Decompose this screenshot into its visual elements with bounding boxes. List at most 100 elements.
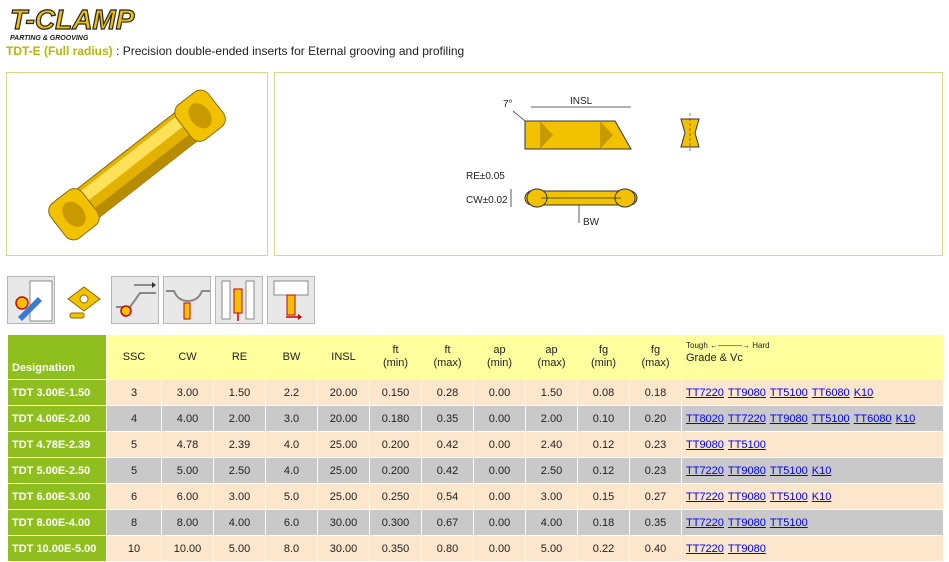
fg-max-cell: 0.35 (629, 509, 682, 536)
header-cw: CW (161, 334, 214, 380)
designation-cell: TDT 5.00E-2.50 (7, 457, 107, 484)
grades-cell: TT9080 TT5100 (681, 431, 944, 458)
cw-cell: 10.00 (161, 535, 214, 562)
re-cell: 4.00 (213, 509, 266, 536)
header-re: RE (213, 334, 266, 380)
fg-min-cell: 0.22 (577, 535, 630, 562)
angle-label: 7° (503, 99, 513, 110)
grade-link[interactable]: TT9080 (727, 516, 766, 529)
grade-link[interactable]: TT7220 (686, 386, 724, 399)
ft-min-cell: 0.250 (369, 483, 422, 510)
insert-spec-table: Designation SSC CW RE BW INSL ft (min) f… (7, 334, 944, 562)
bw-cell: 6.0 (265, 509, 318, 536)
ssc-cell: 8 (106, 509, 162, 536)
table-row: TDT 10.00E-5.00 10 10.00 5.00 8.0 30.00 0.350 0… (7, 535, 944, 562)
designation-cell: TDT 10.00E-5.00 (7, 535, 107, 562)
cw-cell: 4.00 (161, 405, 214, 432)
table-row: TDT 8.00E-4.00 8 8.00 4.00 6.0 30.00 0.300 0.67… (7, 509, 944, 536)
parting-icon (267, 276, 315, 324)
cw-cell: 3.00 (161, 379, 214, 406)
header-bw: BW (265, 334, 318, 380)
grade-link[interactable]: TT7220 (686, 516, 724, 529)
header-fg-max-label: fg (max) (641, 344, 670, 369)
series-description: Precision double-ended inserts for Etern… (122, 44, 465, 58)
page-subtitle: TDT-E (Full radius) : Precision double-e… (6, 44, 464, 58)
t-clamp-logo: T-CLAMP PARTING & GROOVING (9, 3, 135, 42)
header-fg-max: fg (max) (629, 334, 682, 380)
grade-link[interactable]: TT9080 (727, 464, 766, 477)
grades-cell: TT7220 TT9080 (681, 535, 944, 562)
insl-cell: 25.00 (317, 483, 370, 510)
grade-link[interactable]: K10 (811, 490, 832, 503)
grade-link[interactable]: TT9080 (727, 542, 766, 555)
svg-text:PARTING & GROOVING: PARTING & GROOVING (10, 35, 89, 42)
grade-link[interactable]: TT5100 (769, 386, 808, 399)
fg-min-cell: 0.15 (577, 483, 630, 510)
ap-max-cell: 2.50 (525, 457, 578, 484)
table-row: TDT 4.78E-2.39 5 4.78 2.39 4.0 25.00 0.200 0.42… (7, 431, 944, 458)
header-fg-min: fg (min) (577, 334, 630, 380)
fg-max-cell: 0.27 (629, 483, 682, 510)
table-header-row: Designation SSC CW RE BW INSL ft (min) f… (7, 334, 944, 380)
grade-link[interactable]: TT8020 (686, 412, 724, 425)
fg-min-cell: 0.10 (577, 405, 630, 432)
grade-link[interactable]: TT9080 (727, 386, 766, 399)
bw-cell: 4.0 (265, 431, 318, 458)
grade-link[interactable]: TT7220 (686, 490, 724, 503)
grades-cell: TT7220 TT9080 TT5100 TT6080 K10 (681, 379, 944, 406)
insl-cell: 20.00 (317, 405, 370, 432)
ft-min-cell: 0.180 (369, 405, 422, 432)
header-ft-max-label: ft (max) (433, 344, 462, 369)
re-cell: 2.39 (213, 431, 266, 458)
designation-cell: TDT 6.00E-3.00 (7, 483, 107, 510)
header-designation: Designation (7, 334, 107, 380)
ft-min-cell: 0.300 (369, 509, 422, 536)
fg-max-cell: 0.23 (629, 431, 682, 458)
ap-max-cell: 4.00 (525, 509, 578, 536)
grade-link[interactable]: TT7220 (727, 412, 766, 425)
grade-link[interactable]: TT9080 (686, 438, 724, 451)
re-label: RE±0.05 (466, 171, 505, 182)
ft-max-cell: 0.80 (421, 535, 474, 562)
header-ap-min: ap (min) (473, 334, 526, 380)
header-fg-min-label: fg (min) (590, 344, 617, 369)
grade-link[interactable]: TT9080 (727, 490, 766, 503)
insert-photo-panel (6, 72, 268, 256)
grade-link[interactable]: K10 (811, 464, 832, 477)
header-grade: Tough ←———→ Hard Grade & Vc (681, 334, 944, 380)
ft-max-cell: 0.54 (421, 483, 474, 510)
ft-max-cell: 0.28 (421, 379, 474, 406)
re-cell: 1.50 (213, 379, 266, 406)
header-ft-max: ft (max) (421, 334, 474, 380)
designation-cell: TDT 8.00E-4.00 (7, 509, 107, 536)
bw-label: BW (583, 217, 600, 228)
grade-link[interactable]: TT6080 (853, 412, 892, 425)
grade-link[interactable]: TT7220 (686, 542, 724, 555)
grade-link[interactable]: TT6080 (811, 386, 850, 399)
technical-drawing-panel: INSL 7° RE±0.05 CW±0.02 BW (274, 72, 943, 256)
ssc-cell: 6 (106, 483, 162, 510)
insert-photo (48, 89, 226, 241)
insl-cell: 30.00 (317, 535, 370, 562)
grade-link[interactable]: K10 (895, 412, 916, 425)
grade-link[interactable]: TT5100 (727, 438, 766, 451)
header-ap-min-label: ap (min) (486, 344, 513, 369)
fg-min-cell: 0.12 (577, 457, 630, 484)
insl-cell: 25.00 (317, 457, 370, 484)
separator: : (112, 44, 123, 58)
ft-min-cell: 0.200 (369, 431, 422, 458)
insert-kit-icon (59, 276, 107, 324)
grade-link[interactable]: TT9080 (769, 412, 808, 425)
grade-link[interactable]: TT5100 (811, 412, 850, 425)
table-row: TDT 5.00E-2.50 5 5.00 2.50 4.0 25.00 0.200 0.42… (7, 457, 944, 484)
profiling-icon (111, 276, 159, 324)
grade-link[interactable]: K10 (853, 386, 874, 399)
ft-max-cell: 0.35 (421, 405, 474, 432)
grade-link[interactable]: TT5100 (769, 464, 808, 477)
ssc-cell: 3 (106, 379, 162, 406)
grade-link[interactable]: TT5100 (769, 490, 808, 503)
ap-min-cell: 0.00 (473, 431, 526, 458)
ft-max-cell: 0.42 (421, 457, 474, 484)
grade-link[interactable]: TT7220 (686, 464, 724, 477)
grade-link[interactable]: TT5100 (769, 516, 808, 529)
